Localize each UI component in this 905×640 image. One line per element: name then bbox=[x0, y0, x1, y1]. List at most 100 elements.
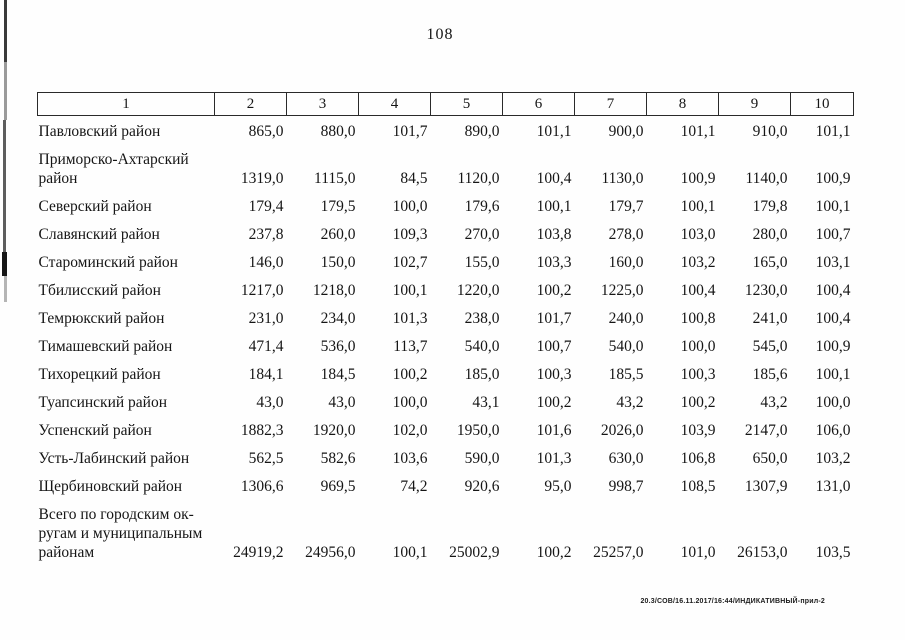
table-cell: 280,0 bbox=[752, 226, 788, 243]
table-cell: 890,0 bbox=[464, 123, 500, 140]
table-cell: 1307,9 bbox=[744, 478, 788, 495]
column-header: 3 bbox=[286, 92, 359, 116]
scan-artifact-line bbox=[4, 276, 7, 302]
table-header-row: 1 2 3 4 5 6 7 8 9 10 bbox=[37, 92, 854, 116]
table-cell: 100,2 bbox=[392, 366, 428, 383]
table-cell: 103,5 bbox=[815, 544, 851, 561]
table-cell: 100,1 bbox=[536, 198, 572, 215]
table-cell: 100,8 bbox=[680, 310, 716, 327]
column-header: 7 bbox=[574, 92, 647, 116]
table-cell: 536,0 bbox=[320, 338, 356, 355]
table-row: Павловский район 865,0 880,0 101,7 890,0… bbox=[38, 116, 854, 147]
table-cell: 100,1 bbox=[815, 366, 851, 383]
district-name: Усть-Лабинский район bbox=[38, 450, 190, 467]
column-header: 5 bbox=[430, 92, 503, 116]
table-cell: 160,0 bbox=[608, 254, 644, 271]
table-row: Тимашевский район 471,4 536,0 113,7 540,… bbox=[38, 333, 854, 361]
table-cell: 260,0 bbox=[320, 226, 356, 243]
table-cell: 131,0 bbox=[815, 478, 851, 495]
table-row: Приморско-Ахтарский район 1319,0 1115,0 … bbox=[38, 146, 854, 193]
scan-artifact-line bbox=[2, 252, 7, 276]
table-cell: 630,0 bbox=[608, 450, 644, 467]
table-row: Темрюкский район 231,0 234,0 101,3 238,0… bbox=[38, 305, 854, 333]
table-row: Туапсинский район 43,0 43,0 100,0 43,1 1… bbox=[38, 389, 854, 417]
table-cell: 103,3 bbox=[536, 254, 572, 271]
table-row-total: Всего по городским ок- ругам и муниципал… bbox=[38, 501, 854, 567]
table-cell: 184,5 bbox=[320, 366, 356, 383]
indicators-table: 1 2 3 4 5 6 7 8 9 10 Павловский район 86… bbox=[37, 92, 854, 567]
table-row: Северский район 179,4 179,5 100,0 179,6 … bbox=[38, 193, 854, 221]
table-cell: 25002,9 bbox=[449, 544, 500, 561]
table-cell: 900,0 bbox=[608, 123, 644, 140]
table-cell: 101,1 bbox=[536, 123, 572, 140]
table-cell: 582,6 bbox=[320, 450, 356, 467]
table-cell: 238,0 bbox=[464, 310, 500, 327]
table-cell: 1319,0 bbox=[240, 170, 284, 187]
table-cell: 103,8 bbox=[536, 226, 572, 243]
table-cell: 910,0 bbox=[752, 123, 788, 140]
table-cell: 101,3 bbox=[536, 450, 572, 467]
table-row: Тбилисский район 1217,0 1218,0 100,1 122… bbox=[38, 277, 854, 305]
table-cell: 100,2 bbox=[536, 394, 572, 411]
column-header: 4 bbox=[358, 92, 431, 116]
district-name: Староминский район bbox=[38, 254, 178, 271]
table-cell: 103,6 bbox=[392, 450, 428, 467]
table-cell: 1882,3 bbox=[240, 422, 284, 439]
table-cell: 100,2 bbox=[680, 394, 716, 411]
table-cell: 101,1 bbox=[815, 123, 851, 140]
table-cell: 113,7 bbox=[393, 338, 428, 355]
table-cell: 102,0 bbox=[392, 422, 428, 439]
district-name: Тихорецкий район bbox=[38, 366, 161, 383]
table-cell: 100,3 bbox=[680, 366, 716, 383]
total-row-label: Всего по городским ок- ругам и муниципал… bbox=[38, 506, 203, 561]
table-cell: 100,1 bbox=[392, 544, 428, 561]
district-name: Приморско-Ахтарский район bbox=[38, 151, 189, 187]
table-cell: 100,4 bbox=[536, 170, 572, 187]
table-cell: 270,0 bbox=[464, 226, 500, 243]
table-cell: 100,9 bbox=[680, 170, 716, 187]
table-cell: 100,1 bbox=[392, 282, 428, 299]
table-cell: 25257,0 bbox=[593, 544, 644, 561]
table-cell: 1950,0 bbox=[456, 422, 500, 439]
table-cell: 540,0 bbox=[608, 338, 644, 355]
table-cell: 100,0 bbox=[680, 338, 716, 355]
district-name: Северский район bbox=[38, 198, 152, 215]
table-cell: 1920,0 bbox=[312, 422, 356, 439]
column-header: 1 bbox=[37, 92, 215, 116]
table-row: Славянский район 237,8 260,0 109,3 270,0… bbox=[38, 221, 854, 249]
table-cell: 100,9 bbox=[815, 338, 851, 355]
district-name: Тимашевский район bbox=[38, 338, 173, 355]
column-header: 6 bbox=[502, 92, 575, 116]
table-cell: 1225,0 bbox=[600, 282, 644, 299]
table-cell: 146,0 bbox=[248, 254, 284, 271]
table-cell: 471,4 bbox=[248, 338, 284, 355]
table-cell: 880,0 bbox=[320, 123, 356, 140]
table-cell: 101,7 bbox=[536, 310, 572, 327]
document-version-stamp: 20.3/СОВ/16.11.2017/16:44/ИНДИКАТИВНЫЙ-п… bbox=[640, 598, 825, 605]
table-cell: 100,1 bbox=[680, 198, 716, 215]
table-row: Тихорецкий район 184,1 184,5 100,2 185,0… bbox=[38, 361, 854, 389]
table-cell: 179,5 bbox=[320, 198, 356, 215]
column-header: 9 bbox=[718, 92, 791, 116]
table-cell: 1306,6 bbox=[240, 478, 284, 495]
table-cell: 179,4 bbox=[248, 198, 284, 215]
table-cell: 100,2 bbox=[536, 282, 572, 299]
table-cell: 1220,0 bbox=[456, 282, 500, 299]
table-cell: 241,0 bbox=[752, 310, 788, 327]
table-cell: 2026,0 bbox=[600, 422, 644, 439]
table-cell: 1115,0 bbox=[314, 170, 356, 187]
table-cell: 562,5 bbox=[248, 450, 284, 467]
table-cell: 998,7 bbox=[608, 478, 644, 495]
table-cell: 106,0 bbox=[815, 422, 851, 439]
table-cell: 184,1 bbox=[248, 366, 284, 383]
table-cell: 1217,0 bbox=[240, 282, 284, 299]
table-cell: 100,4 bbox=[815, 282, 851, 299]
table-cell: 43,2 bbox=[760, 394, 788, 411]
column-header: 8 bbox=[646, 92, 719, 116]
table-cell: 101,7 bbox=[392, 123, 428, 140]
table-cell: 969,5 bbox=[320, 478, 356, 495]
table-cell: 100,4 bbox=[815, 310, 851, 327]
table-cell: 865,0 bbox=[248, 123, 284, 140]
table-cell: 100,7 bbox=[536, 338, 572, 355]
table-cell: 179,8 bbox=[752, 198, 788, 215]
